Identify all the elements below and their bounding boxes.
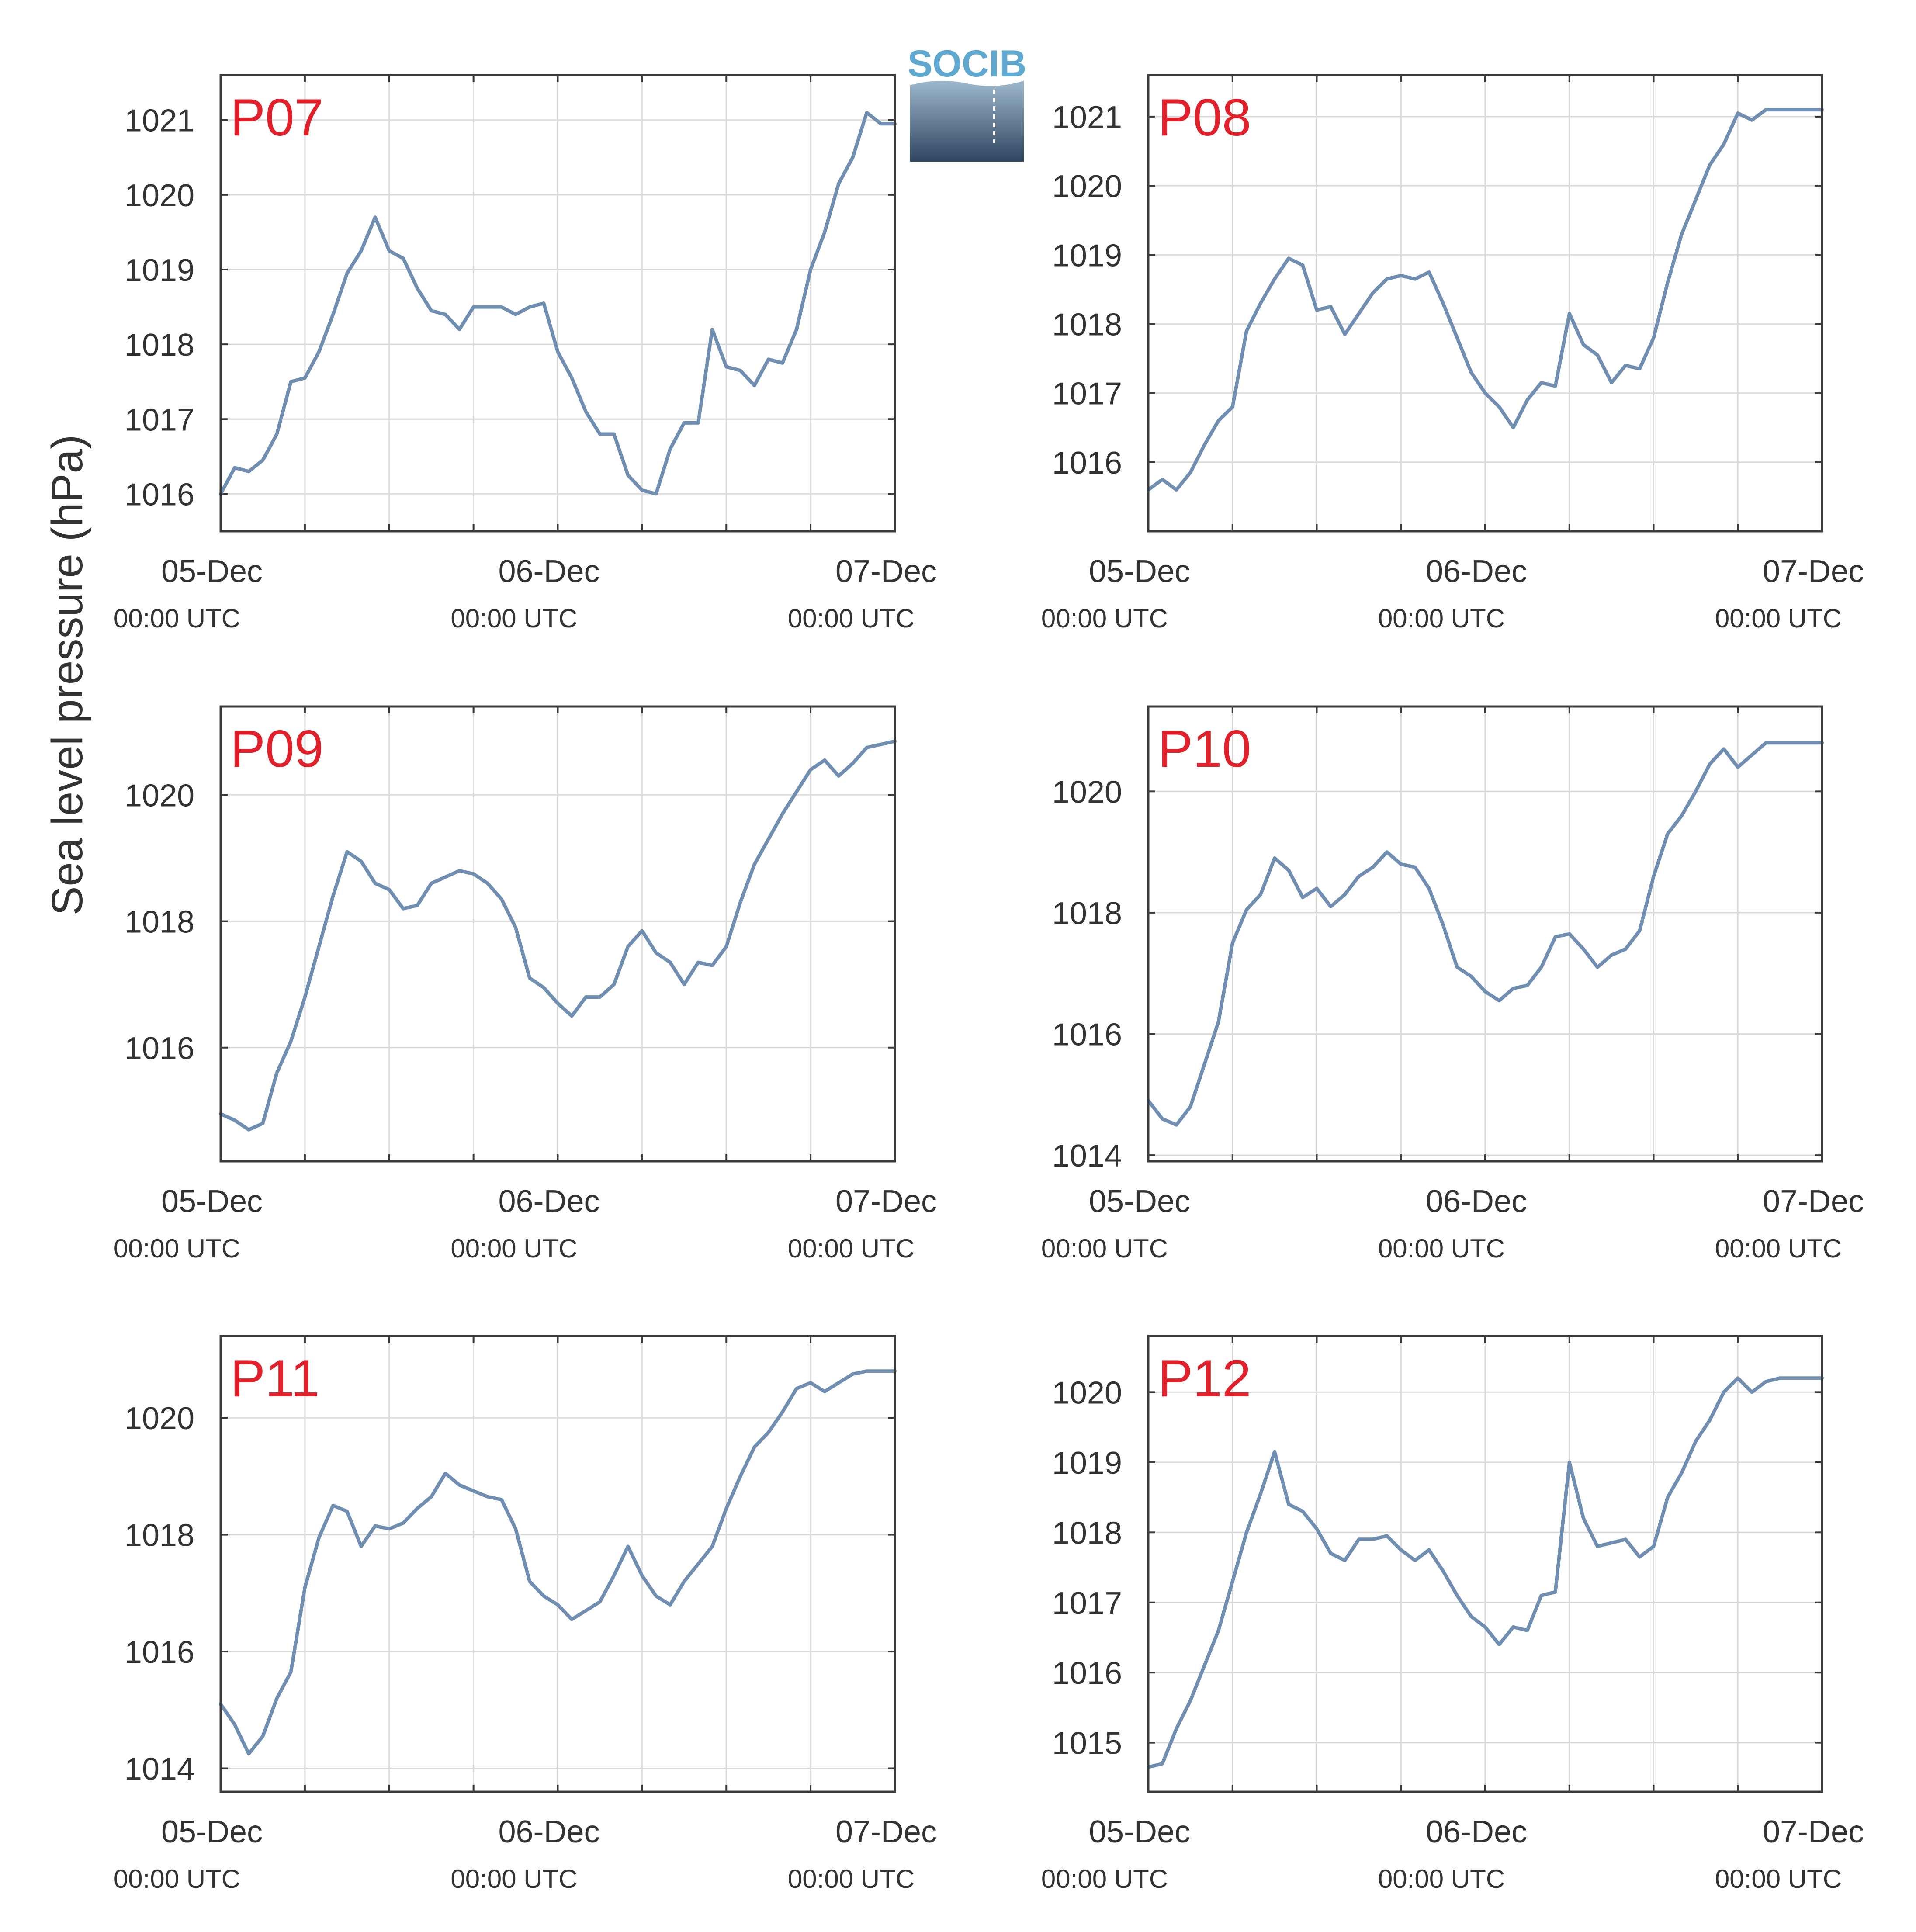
- panel-p11: 1014 1016 1018 1020 05-Dec 00:00 UTC 06-Dec 00:…: [114, 1335, 937, 1894]
- y-tick-label: 1020: [1052, 775, 1122, 810]
- y-tick-label: 1018: [125, 328, 194, 363]
- series-line: [1147, 1376, 1824, 1769]
- panel-label: P07: [230, 88, 324, 147]
- y-tick-label: 1021: [125, 104, 194, 138]
- y-tick-label: 1020: [1052, 169, 1122, 204]
- plot-frame: [1147, 74, 1823, 533]
- y-tick-label: 1019: [1052, 238, 1122, 273]
- y-tick-label: 1016: [1052, 1656, 1122, 1691]
- y-tick-label: 1016: [125, 1635, 194, 1670]
- x-tick-time-label: 00:00 UTC: [788, 1864, 915, 1894]
- socib-logo-wave: [910, 80, 1024, 162]
- x-tick-date-label: 05-Dec: [1089, 554, 1190, 589]
- y-axis-label: Sea level pressure (hPa): [43, 435, 92, 916]
- x-tick-time-label: 00:00 UTC: [114, 1864, 240, 1894]
- x-tick-date-label: 06-Dec: [1426, 554, 1527, 589]
- x-tick-time-label: 00:00 UTC: [1378, 1234, 1505, 1263]
- y-tick-label: 1018: [1052, 307, 1122, 342]
- x-tick-time-label: 00:00 UTC: [1715, 604, 1842, 633]
- x-tick-time-label: 00:00 UTC: [1378, 604, 1505, 633]
- plot-frame: [1147, 1335, 1823, 1793]
- y-tick-label: 1020: [125, 778, 194, 813]
- x-tick-date-label: 05-Dec: [1089, 1814, 1190, 1849]
- y-tick-label: 1019: [1052, 1446, 1122, 1481]
- x-tick-time-label: 00:00 UTC: [114, 604, 240, 633]
- panel-label: P08: [1158, 88, 1251, 147]
- x-tick-time-label: 00:00 UTC: [788, 604, 915, 633]
- panel-label: P11: [230, 1349, 320, 1408]
- y-tick-label: 1016: [125, 477, 194, 512]
- y-tick-label: 1020: [125, 1401, 194, 1436]
- x-tick-date-label: 07-Dec: [1763, 1814, 1864, 1849]
- x-tick-time-label: 00:00 UTC: [1041, 604, 1168, 633]
- x-tick-time-label: 00:00 UTC: [788, 1234, 915, 1263]
- x-tick-date-label: 07-Dec: [1763, 1184, 1864, 1219]
- series-line: [219, 1369, 897, 1756]
- panel-label: P12: [1158, 1349, 1251, 1408]
- y-tick-label: 1019: [125, 253, 194, 288]
- x-tick-time-label: 00:00 UTC: [1378, 1864, 1505, 1894]
- plot-frame: [219, 705, 896, 1163]
- y-tick-label: 1020: [1052, 1375, 1122, 1410]
- series-line: [219, 111, 897, 496]
- y-tick-label: 1016: [125, 1031, 194, 1066]
- series-line: [1147, 741, 1824, 1127]
- x-tick-time-label: 00:00 UTC: [114, 1234, 240, 1263]
- x-tick-date-label: 07-Dec: [835, 554, 937, 589]
- x-tick-date-label: 05-Dec: [161, 554, 263, 589]
- y-tick-label: 1018: [125, 905, 194, 940]
- panel-p12: 1015 1016 1017 1018 1019 1020 05-Dec 00:00 UTC 0…: [1041, 1335, 1864, 1894]
- x-tick-date-label: 07-Dec: [1763, 554, 1864, 589]
- y-tick-label: 1014: [1052, 1139, 1122, 1174]
- y-tick-label: 1018: [125, 1518, 194, 1553]
- socib-logo: SOCIB: [908, 43, 1026, 162]
- y-tick-label: 1020: [125, 178, 194, 213]
- y-tick-label: 1016: [1052, 446, 1122, 481]
- x-tick-time-label: 00:00 UTC: [450, 1864, 577, 1894]
- y-tick-label: 1016: [1052, 1018, 1122, 1053]
- x-tick-date-label: 06-Dec: [498, 554, 599, 589]
- socib-logo-wordmark: SOCIB: [908, 43, 1026, 85]
- plot-frame: [219, 1335, 896, 1793]
- plot-frame: [1147, 705, 1823, 1163]
- x-tick-date-label: 05-Dec: [161, 1184, 263, 1219]
- series-line: [219, 739, 897, 1132]
- y-tick-label: 1014: [125, 1752, 194, 1787]
- panel-p09: 1016 1018 1020 05-Dec 00:00 UTC 06-Dec 00:00 U…: [114, 705, 937, 1263]
- x-tick-date-label: 05-Dec: [1089, 1184, 1190, 1219]
- x-tick-time-label: 00:00 UTC: [1041, 1864, 1168, 1894]
- x-tick-time-label: 00:00 UTC: [1715, 1864, 1842, 1894]
- panel-p08: 1016 1017 1018 1019 1020 1021 05-Dec 00:00 UTC 0…: [1041, 74, 1864, 633]
- y-tick-label: 1021: [1052, 100, 1122, 135]
- x-tick-date-label: 07-Dec: [835, 1184, 937, 1219]
- panel-label: P10: [1158, 720, 1251, 778]
- y-tick-label: 1018: [1052, 896, 1122, 931]
- panel-label: P09: [230, 720, 324, 778]
- x-tick-date-label: 06-Dec: [1426, 1184, 1527, 1219]
- y-tick-label: 1017: [125, 402, 194, 437]
- y-tick-label: 1018: [1052, 1516, 1122, 1551]
- x-tick-date-label: 06-Dec: [498, 1814, 599, 1849]
- series-line: [1147, 108, 1824, 492]
- plot-frame: [219, 74, 896, 533]
- x-tick-time-label: 00:00 UTC: [1041, 1234, 1168, 1263]
- x-tick-date-label: 05-Dec: [161, 1814, 263, 1849]
- panel-p10: 1014 1016 1018 1020 05-Dec 00:00 UTC 06-Dec 00:…: [1041, 705, 1864, 1263]
- panel-p07: 1016 1017 1018 1019 1020 1021 05-Dec 00:00 UTC 0…: [114, 74, 937, 633]
- y-tick-label: 1017: [1052, 1586, 1122, 1621]
- y-tick-label: 1015: [1052, 1726, 1122, 1761]
- y-tick-label: 1017: [1052, 377, 1122, 412]
- x-tick-time-label: 00:00 UTC: [450, 604, 577, 633]
- x-tick-date-label: 06-Dec: [1426, 1814, 1527, 1849]
- x-tick-time-label: 00:00 UTC: [450, 1234, 577, 1263]
- x-tick-time-label: 00:00 UTC: [1715, 1234, 1842, 1263]
- x-tick-date-label: 07-Dec: [835, 1814, 937, 1849]
- x-tick-date-label: 06-Dec: [498, 1184, 599, 1219]
